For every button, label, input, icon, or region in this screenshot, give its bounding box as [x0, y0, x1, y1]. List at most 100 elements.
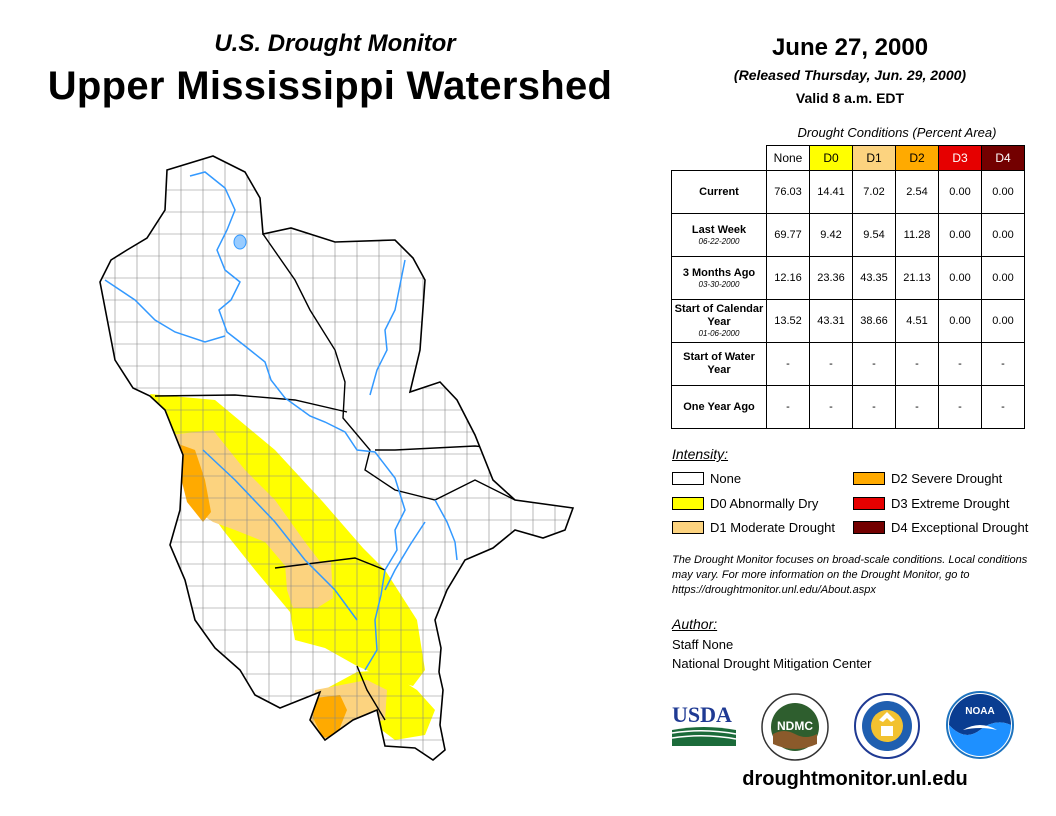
map-title: Upper Mississippi Watershed	[47, 64, 613, 108]
table-cell: -	[895, 385, 939, 429]
usda-logo: USDA	[671, 702, 737, 746]
table-cell: 12.16	[766, 256, 810, 300]
table-caption: Drought Conditions (Percent Area)	[797, 125, 997, 140]
table-cell: -	[938, 342, 982, 386]
col-header: D4	[981, 145, 1025, 171]
table-cell: 0.00	[938, 213, 982, 257]
legend-swatch	[853, 497, 885, 510]
drought-stats-table: None D0 D1 D2 D3 D4 Current 76.03 14.41 7.0…	[671, 145, 1025, 429]
col-header: D3	[938, 145, 982, 171]
table-cell: 0.00	[938, 299, 982, 343]
table-cell: 11.28	[895, 213, 939, 257]
table-cell: -	[895, 342, 939, 386]
table-cell: 2.54	[895, 170, 939, 214]
table-cell: 0.00	[981, 256, 1025, 300]
table-cell: -	[809, 385, 853, 429]
table-cell: -	[981, 385, 1025, 429]
lake	[233, 234, 247, 250]
legend-title: Intensity:	[672, 446, 729, 462]
table-cell: -	[852, 342, 896, 386]
legend-swatch	[853, 472, 885, 485]
table-cell: -	[852, 385, 896, 429]
row-label-text: Start of Water Year	[683, 351, 755, 376]
legend-label: None	[710, 471, 742, 486]
row-date: 06-22-2000	[698, 236, 740, 246]
row-date: 01-06-2000	[698, 329, 740, 338]
row-label: Last Week 06-22-2000	[671, 213, 767, 257]
legend-label: D2 Severe Drought	[891, 471, 1003, 486]
disclaimer-note: The Drought Monitor focuses on broad-sca…	[672, 554, 1028, 596]
table-cell: 9.42	[809, 213, 853, 257]
legend-swatch	[853, 521, 885, 534]
table-cell: 14.41	[809, 170, 853, 214]
legend-label: D4 Exceptional Drought	[891, 520, 1029, 535]
table-header-row: None D0 D1 D2 D3 D4	[671, 145, 1025, 171]
table-cell: 43.31	[809, 299, 853, 343]
table-cell: 13.52	[766, 299, 810, 343]
table-cell: 0.00	[938, 256, 982, 300]
author-name: Staff None	[672, 637, 734, 652]
illinois-river	[384, 521, 426, 591]
table-cell: -	[766, 342, 810, 386]
table-row: One Year Ago - - - - - -	[671, 385, 1025, 429]
table-cell: 0.00	[938, 170, 982, 214]
ndmc-logo-text: NDMC	[777, 719, 813, 733]
st-croix-river	[369, 259, 406, 396]
valid-time: Valid 8 a.m. EDT	[795, 90, 905, 106]
col-header: D2	[895, 145, 939, 171]
state-lines	[154, 233, 516, 721]
wisconsin-river	[434, 499, 458, 561]
table-cell: -	[766, 385, 810, 429]
legend-label: D0 Abnormally Dry	[710, 496, 819, 511]
minnesota-river	[104, 279, 226, 343]
col-header: None	[766, 145, 810, 171]
rivers	[104, 171, 458, 671]
noaa-logo-text: NOAA	[965, 706, 994, 717]
watershed-map	[99, 155, 575, 761]
commerce-seal-logo	[854, 693, 920, 759]
mississippi-river	[189, 171, 406, 671]
table-row: 3 Months Ago 03-30-2000 12.16 23.36 43.35 21.…	[671, 256, 1025, 300]
table-cell: -	[981, 342, 1025, 386]
table-cell: 4.51	[895, 299, 939, 343]
author-heading: Author:	[672, 616, 718, 632]
map-date: June 27, 2000	[771, 34, 929, 61]
noaa-logo: NOAA	[946, 691, 1014, 759]
legend-swatch	[672, 497, 704, 510]
legend-label: D1 Moderate Drought	[710, 520, 836, 535]
row-label: Current	[671, 170, 767, 214]
table-cell: 0.00	[981, 213, 1025, 257]
row-label-text: Start of Calendar Year	[674, 303, 764, 328]
table-cell: 0.00	[981, 170, 1025, 214]
row-label: Start of Water Year	[671, 342, 767, 386]
ndmc-logo: NDMC	[761, 693, 829, 761]
col-header: D0	[809, 145, 853, 171]
usda-logo-text: USDA	[672, 702, 732, 727]
d1-region-central	[285, 562, 333, 608]
d2-region-south	[313, 695, 347, 738]
table-cell: 38.66	[852, 299, 896, 343]
table-cell: 7.02	[852, 170, 896, 214]
map-subtitle: U.S. Drought Monitor	[214, 30, 456, 57]
table-row: Current 76.03 14.41 7.02 2.54 0.00 0.00	[671, 170, 1025, 214]
table-cell: 76.03	[766, 170, 810, 214]
author-organization: National Drought Mitigation Center	[672, 656, 872, 671]
row-label: Start of Calendar Year 01-06-2000	[671, 299, 767, 343]
row-label-text: 3 Months Ago	[682, 266, 756, 279]
table-cell: 23.36	[809, 256, 853, 300]
d1-region-west	[170, 430, 333, 608]
row-label-text: Last Week	[691, 223, 747, 236]
table-cell: -	[809, 342, 853, 386]
legend-label: D3 Extreme Drought	[891, 496, 1010, 511]
table-row: Last Week 06-22-2000 69.77 9.42 9.54 11.28 0.0…	[671, 213, 1025, 257]
row-label: One Year Ago	[671, 385, 767, 429]
release-date: (Released Thursday, Jun. 29, 2000)	[733, 67, 967, 83]
row-label-text: Current	[699, 185, 739, 198]
row-date: 03-30-2000	[698, 279, 740, 289]
website-url[interactable]: droughtmonitor.unl.edu	[742, 768, 968, 790]
table-row: Start of Calendar Year 01-06-2000 13.52 43.…	[671, 299, 1025, 343]
table-cell: 69.77	[766, 213, 810, 257]
table-cell: -	[938, 385, 982, 429]
table-cell: 0.00	[981, 299, 1025, 343]
legend-swatch	[672, 521, 704, 534]
